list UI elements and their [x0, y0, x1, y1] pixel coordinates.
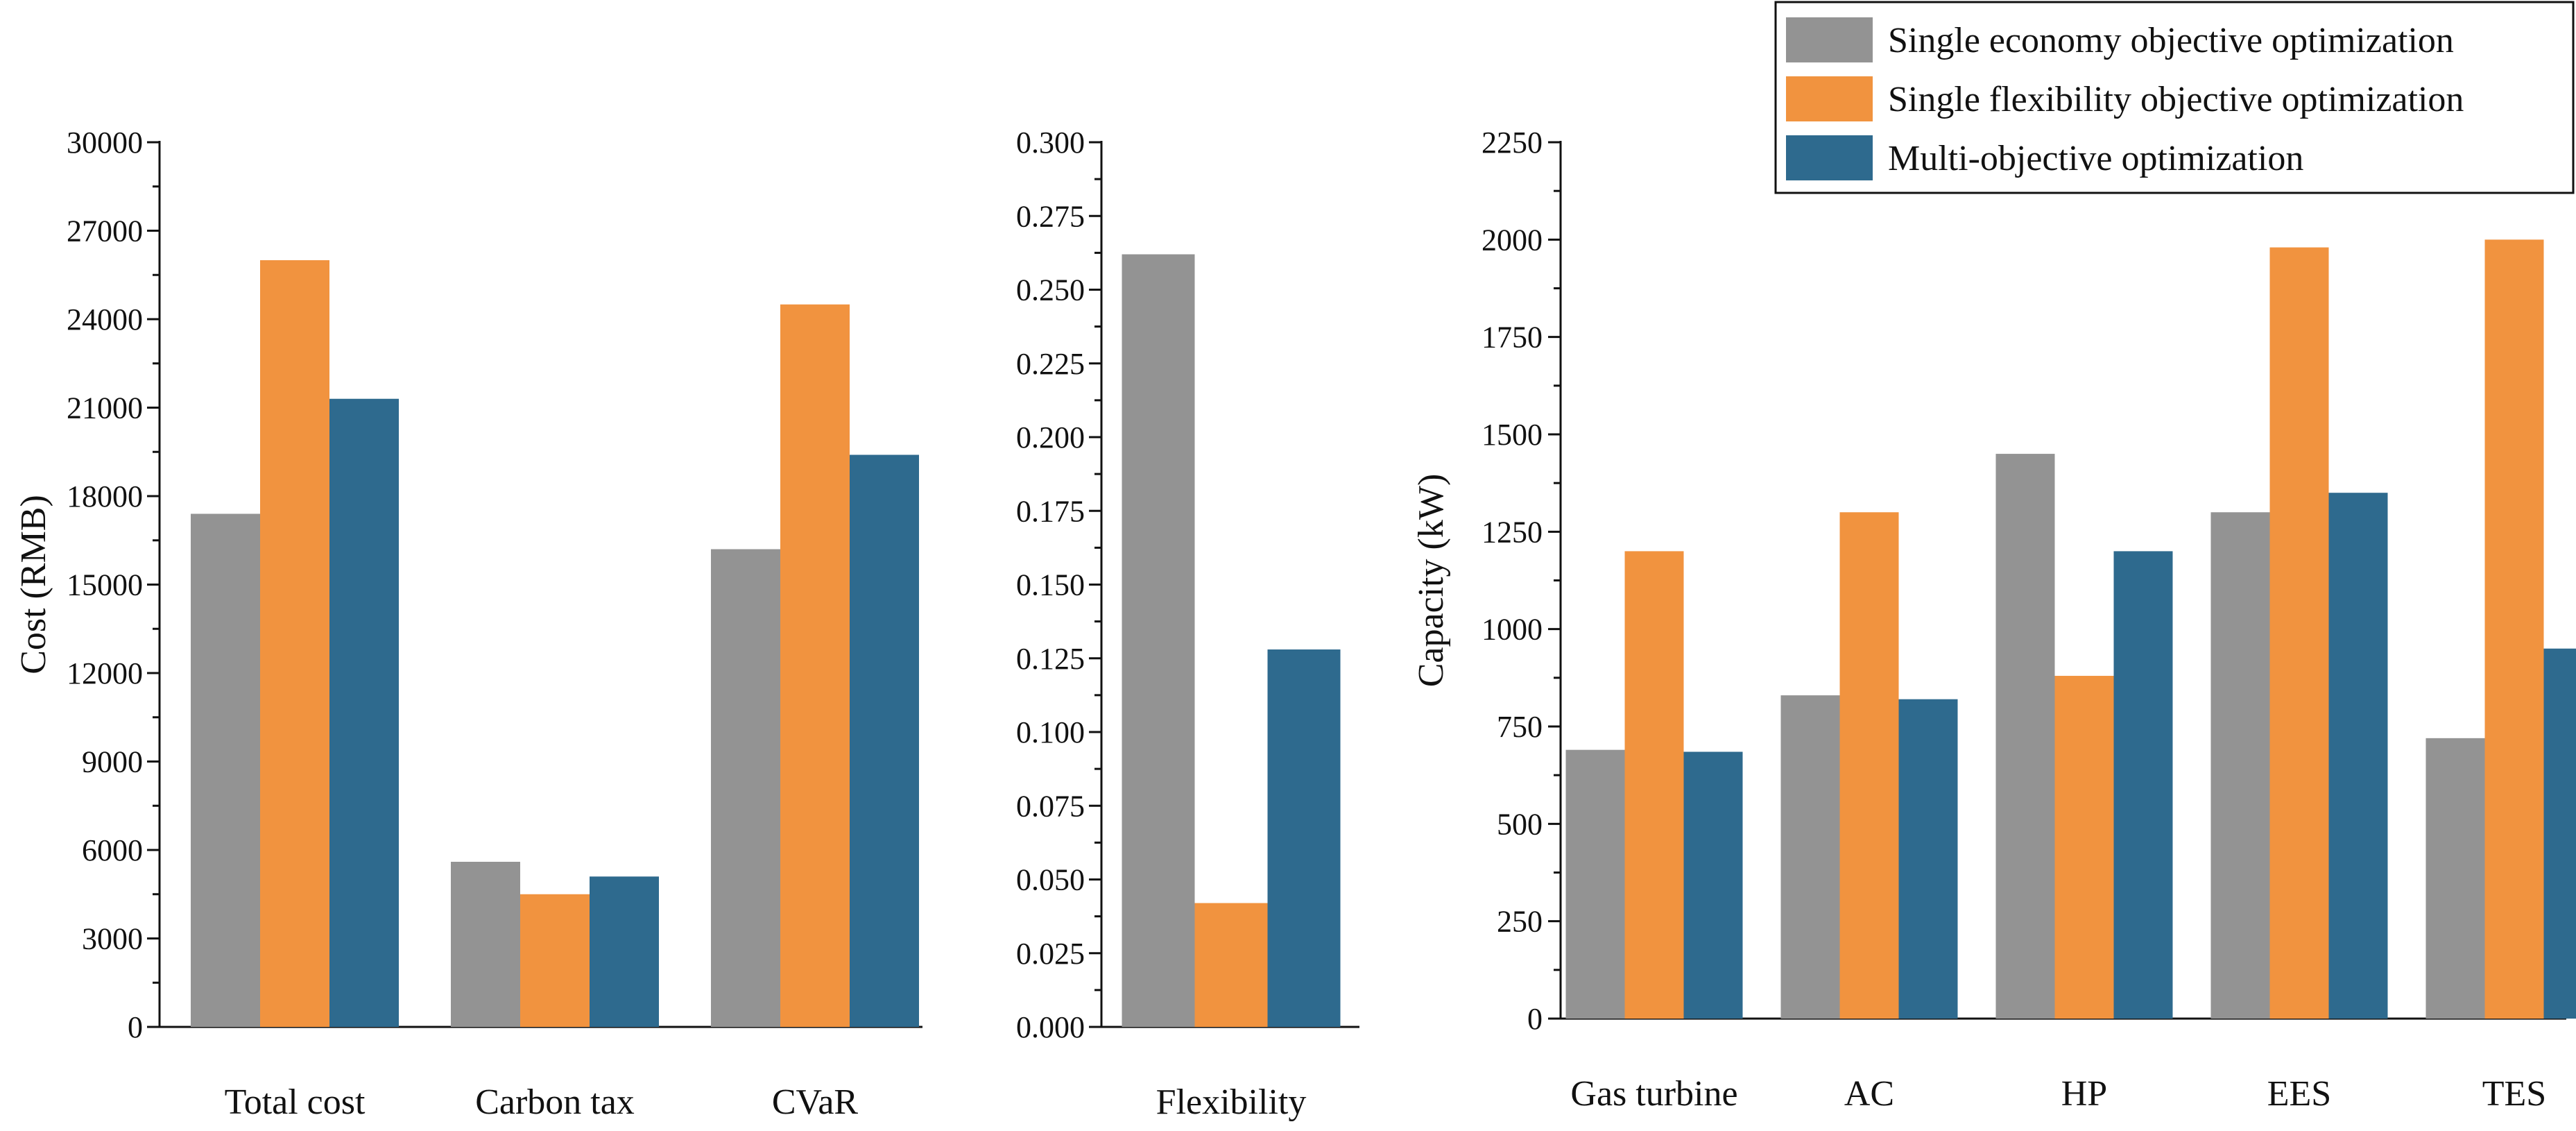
y-tick-label: 0.200: [1016, 420, 1085, 454]
x-category-label: Total cost: [225, 1082, 366, 1122]
x-category-label: HP: [2061, 1074, 2107, 1114]
bar-gas-turbine-series-3: [1683, 751, 1743, 1019]
chart-panel-2: 0.000 0.025 0.050 0.075 0.100 0.125 0.150 0.175…: [1016, 126, 1359, 1122]
x-category-label: EES: [2267, 1074, 2331, 1114]
y-tick-label: 3000: [82, 922, 143, 956]
bar-flexibility-series-2: [1194, 903, 1268, 1027]
y-tick-label: 9000: [82, 745, 143, 779]
y-tick-label: 750: [1497, 710, 1543, 744]
chart-panel-3: 0 250 500 750 1000 1250 1500 1750 2000 2250 Capaci…: [1411, 126, 2576, 1114]
y-tick-label: 500: [1497, 807, 1543, 841]
y-tick-label: 0.275: [1016, 199, 1085, 233]
y-tick-label: 24000: [67, 303, 143, 337]
legend-swatch-2: [1786, 76, 1873, 121]
y-tick-label: 21000: [67, 391, 143, 425]
bar-total-cost-series-3: [329, 398, 399, 1027]
x-category-label: CVaR: [772, 1082, 859, 1122]
legend-swatch-1: [1786, 17, 1873, 62]
bar-cvar-series-3: [850, 454, 919, 1027]
bar-ees-series-1: [2210, 512, 2270, 1019]
x-category-label: Carbon tax: [475, 1082, 635, 1122]
y-tick-label: 1000: [1482, 613, 1543, 647]
bar-cvar-series-2: [780, 304, 850, 1027]
y-tick-label: 18000: [67, 479, 143, 513]
y-tick-label: 0: [1527, 1002, 1543, 1036]
y-tick-label: 0.025: [1016, 937, 1085, 971]
bar-carbon-tax-series-3: [590, 876, 659, 1027]
legend-label-1: Single economy objective optimization: [1888, 21, 2454, 60]
bar-cvar-series-1: [711, 549, 780, 1027]
bar-flexibility-series-3: [1267, 649, 1341, 1027]
y-axis-label: Cost (RMB): [14, 495, 53, 674]
y-tick-label: 1750: [1482, 321, 1543, 355]
y-tick-label: 2250: [1482, 126, 1543, 160]
bar-gas-turbine-series-1: [1565, 749, 1625, 1019]
chart-panel-1: 0 3000 6000 9000 12000 15000 18000 21000 24000 27…: [14, 126, 922, 1122]
y-tick-label: 27000: [67, 214, 143, 248]
legend: Single economy objective optimization Sin…: [1774, 1, 2575, 194]
y-tick-label: 0.050: [1016, 863, 1085, 897]
y-tick-label: 0.225: [1016, 347, 1085, 381]
y-tick-label: 0.125: [1016, 642, 1085, 676]
y-tick-label: 0.300: [1016, 126, 1085, 160]
bar-hp-series-2: [2054, 676, 2114, 1019]
legend-swatch-3: [1786, 135, 1873, 180]
bar-total-cost-series-1: [191, 513, 260, 1027]
y-tick-label: 0.075: [1016, 789, 1085, 823]
bar-total-cost-series-2: [260, 260, 329, 1027]
bar-carbon-tax-series-2: [520, 894, 590, 1027]
y-tick-label: 0.175: [1016, 494, 1085, 528]
y-axis-label: Capacity (kW): [1411, 474, 1451, 688]
bar-tes-series-3: [2543, 648, 2576, 1019]
y-tick-label: 30000: [67, 126, 143, 160]
bar-gas-turbine-series-2: [1624, 551, 1684, 1019]
y-tick-label: 0.150: [1016, 568, 1085, 602]
bar-hp-series-1: [1995, 454, 2055, 1019]
bar-ees-series-3: [2328, 493, 2388, 1019]
bar-tes-series-2: [2484, 239, 2544, 1019]
y-tick-label: 250: [1497, 905, 1543, 939]
bar-ac-series-3: [1898, 699, 1958, 1019]
x-category-label: TES: [2482, 1074, 2546, 1114]
bar-ac-series-1: [1780, 695, 1840, 1019]
y-tick-label: 0.250: [1016, 273, 1085, 307]
legend-box: [1774, 1, 2575, 194]
y-tick-label: 15000: [67, 568, 143, 602]
bar-flexibility-series-1: [1122, 254, 1195, 1027]
legend-label-2: Single flexibility objective optimizatio…: [1888, 80, 2464, 119]
y-tick-label: 0.100: [1016, 715, 1085, 749]
legend-label-3: Multi-objective optimization: [1888, 139, 2303, 178]
x-category-label: Gas turbine: [1570, 1074, 1737, 1114]
x-category-label: Flexibility: [1156, 1082, 1307, 1122]
bar-ees-series-2: [2269, 247, 2329, 1019]
bar-hp-series-3: [2113, 551, 2173, 1019]
y-tick-label: 1500: [1482, 418, 1543, 452]
x-category-label: AC: [1844, 1074, 1894, 1114]
y-tick-label: 12000: [67, 656, 143, 690]
y-tick-label: 0.000: [1016, 1010, 1085, 1044]
y-tick-label: 6000: [82, 833, 143, 867]
y-tick-label: 1250: [1482, 515, 1543, 549]
y-tick-label: 0: [128, 1010, 143, 1044]
bar-tes-series-1: [2425, 738, 2485, 1019]
bar-ac-series-2: [1839, 512, 1899, 1019]
bar-carbon-tax-series-1: [451, 862, 520, 1027]
y-tick-label: 2000: [1482, 223, 1543, 257]
